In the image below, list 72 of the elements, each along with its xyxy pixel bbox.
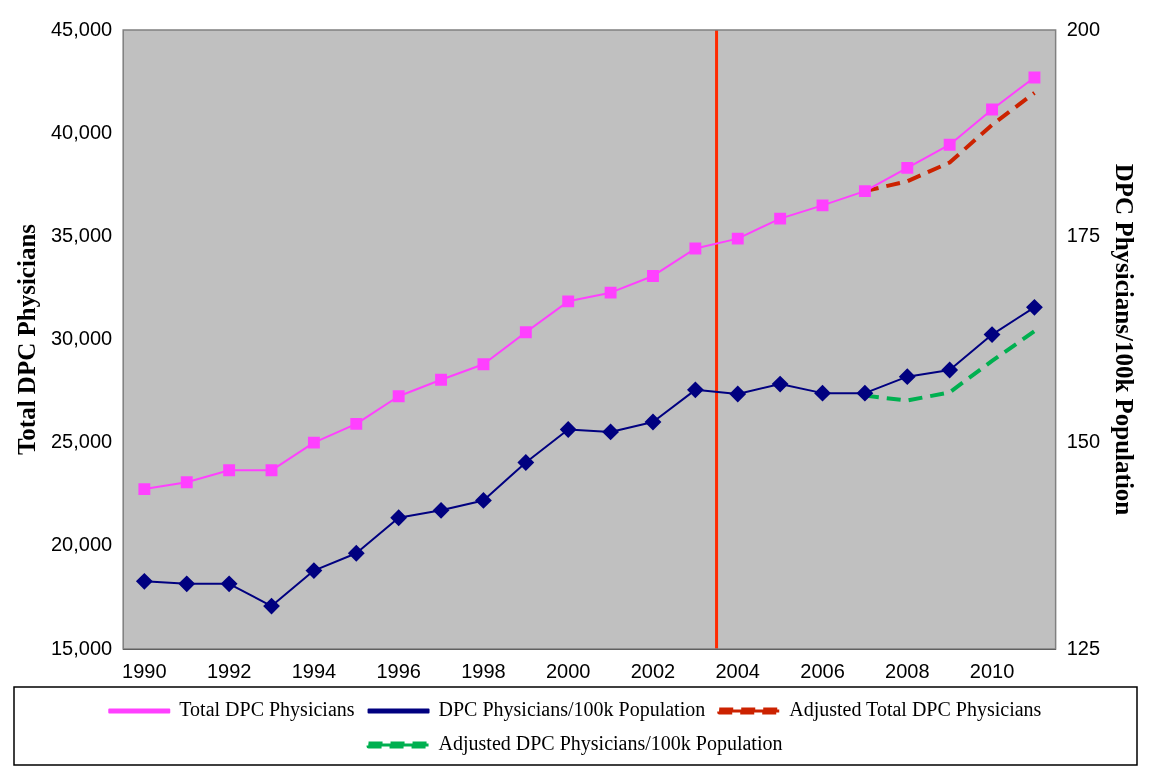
point <box>562 295 575 308</box>
point <box>943 138 956 151</box>
point <box>858 185 871 198</box>
x-tick-label: 1990 <box>122 659 167 682</box>
point <box>305 562 322 579</box>
point <box>647 270 659 282</box>
y-tick-label: 20,000 <box>51 533 113 556</box>
point <box>689 242 702 255</box>
point <box>814 385 831 402</box>
x-tick-label: 2006 <box>800 659 845 682</box>
x-tick-label: 2000 <box>545 659 591 682</box>
point <box>307 436 320 449</box>
point <box>180 476 193 489</box>
point <box>350 417 363 430</box>
point <box>1028 71 1041 84</box>
legend-label: Adjusted DPC Physicians/100k Population <box>438 732 783 756</box>
point <box>519 326 532 339</box>
legend-label: Total DPC Physicians <box>179 698 355 722</box>
legend-label: Adjusted Total DPC Physicians <box>789 698 1042 722</box>
point <box>223 464 236 477</box>
x-tick-label: 2004 <box>715 659 760 682</box>
point <box>856 385 873 402</box>
x-tick-label: 1994 <box>291 659 337 682</box>
point <box>602 423 619 440</box>
point <box>899 368 916 385</box>
point <box>265 464 278 477</box>
point <box>136 573 153 590</box>
point <box>984 326 1001 343</box>
y-tick-label: 40,000 <box>51 120 113 143</box>
point <box>986 103 998 116</box>
point <box>138 483 151 496</box>
legend-label: DPC Physicians/100k Population <box>438 698 706 722</box>
y-tick-label: 15,000 <box>51 636 113 659</box>
y-tick-label: 25,000 <box>51 430 113 453</box>
x-tick-label: 2002 <box>630 659 676 682</box>
point <box>774 212 787 225</box>
x-tick-label: 1996 <box>376 659 421 682</box>
point <box>392 390 405 403</box>
y2-tick-label: 125 <box>1066 636 1101 659</box>
point <box>178 575 195 592</box>
point <box>604 286 617 299</box>
y2-tick-label: 150 <box>1066 430 1101 453</box>
point <box>1026 299 1043 316</box>
point <box>560 421 577 438</box>
point <box>435 373 448 386</box>
x-tick-label: 1998 <box>461 659 506 682</box>
point <box>729 385 746 402</box>
point <box>477 358 490 371</box>
point <box>517 454 534 471</box>
point <box>390 509 407 526</box>
y-tick-label: 45,000 <box>51 17 113 40</box>
point <box>901 161 914 174</box>
y2-tick-label: 200 <box>1066 17 1101 40</box>
x-tick-label: 2010 <box>969 659 1015 682</box>
point <box>941 362 958 379</box>
point <box>263 598 280 615</box>
x-tick-label: 2008 <box>885 659 930 682</box>
point <box>433 502 450 519</box>
point <box>475 492 492 509</box>
y2-tick-label: 175 <box>1066 223 1101 246</box>
point <box>221 575 238 592</box>
point <box>348 545 365 562</box>
y-tick-label: 30,000 <box>51 327 113 350</box>
y-axis-title: Total DPC Physicians <box>13 223 41 456</box>
point <box>772 376 789 393</box>
point <box>687 381 704 398</box>
y2-axis-title: DPC Physicians/100k Population <box>1110 163 1138 516</box>
x-tick-label: 1992 <box>206 659 252 682</box>
point <box>816 199 829 212</box>
point <box>731 232 744 245</box>
y-tick-label: 35,000 <box>51 223 113 246</box>
point <box>644 414 661 431</box>
